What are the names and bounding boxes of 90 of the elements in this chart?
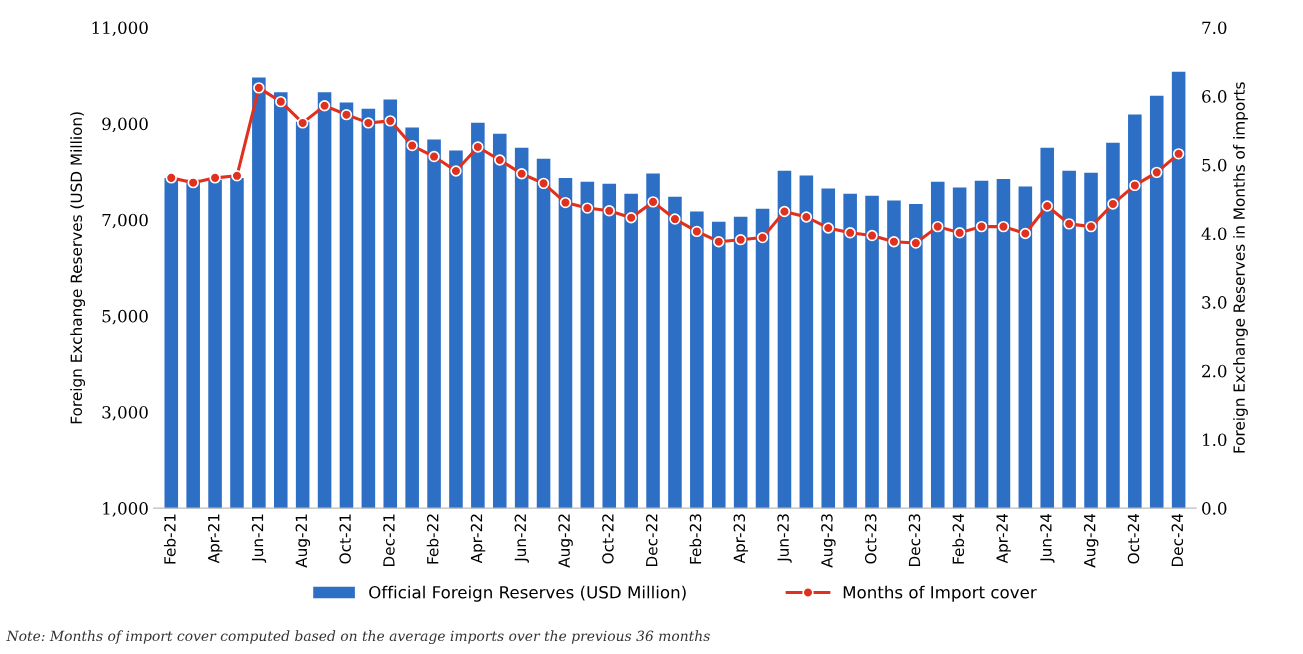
point — [888, 236, 900, 248]
x-tick-label: Oct-22 — [602, 514, 614, 564]
x-tick-label: Feb-21 — [163, 514, 176, 564]
point — [165, 172, 177, 184]
point — [494, 154, 506, 166]
point — [340, 108, 353, 121]
x-tick-label: Feb-22 — [426, 514, 439, 564]
y-tick-label: 7,000 — [102, 213, 148, 229]
point — [296, 117, 309, 129]
y-tick-label: 3,000 — [102, 405, 148, 421]
x-tick-label: Aug-22 — [558, 514, 573, 568]
point — [428, 150, 440, 163]
point — [275, 95, 287, 108]
point — [975, 220, 988, 233]
point — [1085, 220, 1097, 233]
point — [406, 139, 418, 152]
point — [231, 170, 243, 182]
point — [603, 205, 615, 217]
y2-tick-label: 0.0 — [1202, 502, 1227, 515]
y-tick-label: 5,000 — [102, 309, 148, 325]
y2-tick-label: 5.0 — [1202, 158, 1227, 172]
point — [647, 196, 659, 208]
x-tick-label: Aug-21 — [295, 514, 311, 568]
x-tick-label: Apr-22 — [470, 514, 486, 564]
point — [756, 231, 769, 244]
y-tick-label: 9,000 — [102, 117, 148, 133]
point — [384, 115, 396, 127]
y2-tick-label: 4.0 — [1201, 227, 1227, 241]
x-tick-label: Oct-23 — [864, 514, 877, 564]
point — [669, 213, 681, 225]
y2-tick-label: 2.0 — [1202, 364, 1227, 378]
point — [866, 229, 878, 242]
legend-label: Official Foreign Reserves (USD Million) — [369, 585, 686, 602]
x-tick-label: Dec-24 — [1171, 513, 1184, 567]
point — [1151, 166, 1163, 179]
point — [1063, 218, 1075, 230]
y2-tick-label: 1.0 — [1203, 433, 1227, 447]
x-tick-label: Jun-22 — [514, 514, 529, 563]
y2-tick-label: 6.0 — [1202, 90, 1227, 103]
x-tick-label: Feb-23 — [689, 514, 702, 564]
y-tick-label: 1,000 — [103, 502, 148, 517]
point — [559, 196, 572, 209]
x-tick-label: Apr-23 — [733, 514, 749, 564]
x-tick-label: Apr-21 — [207, 514, 223, 564]
text: Note: Months of import cover computed based on the average imports over the previous 36 months — [6, 630, 710, 645]
point — [800, 211, 813, 223]
point — [778, 205, 791, 218]
point — [1129, 179, 1141, 192]
x-tick-label: Dec-21 — [383, 514, 395, 567]
point — [1172, 148, 1185, 160]
point — [822, 222, 834, 234]
point — [537, 177, 550, 190]
y2-tick-label: 3.0 — [1202, 296, 1227, 309]
point — [997, 220, 1010, 233]
point — [910, 237, 922, 249]
y2-tick-label: 7.0 — [1202, 21, 1227, 35]
point — [844, 227, 856, 239]
point — [472, 141, 484, 153]
x-tick-label: Aug-24 — [1083, 513, 1099, 568]
x-tick-label: Feb-24 — [952, 513, 965, 564]
point — [253, 82, 265, 94]
point — [625, 211, 637, 224]
x-tick-label: Aug-23 — [821, 514, 836, 568]
x-tick-label: Jun-24 — [1040, 513, 1055, 563]
point — [1107, 198, 1119, 210]
legend-label: Months of Import cover — [843, 585, 1037, 602]
point — [953, 227, 966, 239]
point — [1041, 200, 1053, 212]
x-tick-label: Jun-21 — [251, 514, 267, 563]
point — [515, 168, 528, 180]
point — [362, 117, 375, 129]
y-tick-label: 11,000 — [92, 21, 148, 37]
point — [581, 202, 594, 214]
x-tick-label: Apr-24 — [996, 513, 1011, 564]
x-tick-label: Dec-22 — [645, 514, 658, 567]
point — [691, 225, 703, 238]
point — [318, 100, 331, 112]
x-tick-label: Oct-24 — [1127, 513, 1140, 564]
x-tick-label: Oct-21 — [339, 514, 351, 564]
y2-axis-title: Foreign Exchange Reserves in Months of imports — [1233, 82, 1248, 453]
point — [209, 172, 221, 184]
x-tick-label: Dec-23 — [908, 514, 921, 567]
point — [187, 176, 199, 189]
point — [713, 236, 725, 248]
point — [450, 165, 462, 177]
point — [932, 220, 944, 233]
point — [1019, 227, 1032, 240]
point — [734, 233, 747, 246]
y-axis-title: Foreign Exchange Reserves (USD Million) — [70, 112, 86, 424]
x-tick-label: Jun-23 — [777, 514, 792, 563]
